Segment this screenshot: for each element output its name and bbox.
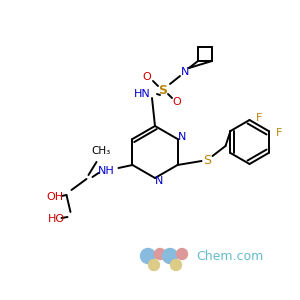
- Circle shape: [163, 248, 178, 263]
- Text: N: N: [155, 176, 163, 186]
- Circle shape: [140, 248, 155, 263]
- Text: N: N: [178, 132, 187, 142]
- Text: HN: HN: [134, 89, 150, 99]
- Text: NH: NH: [98, 166, 115, 176]
- Text: S: S: [203, 154, 211, 166]
- Text: S: S: [158, 83, 167, 97]
- Circle shape: [176, 248, 188, 260]
- Text: OH: OH: [46, 192, 63, 202]
- Text: Chem.com: Chem.com: [196, 250, 263, 263]
- Text: F: F: [256, 113, 263, 123]
- Circle shape: [154, 248, 166, 260]
- Text: N: N: [181, 67, 189, 77]
- Text: O: O: [142, 72, 152, 82]
- Text: HO: HO: [48, 214, 65, 224]
- Circle shape: [170, 260, 182, 271]
- Text: CH₃: CH₃: [92, 146, 111, 156]
- Circle shape: [148, 260, 160, 271]
- Text: O: O: [172, 97, 182, 107]
- Text: F: F: [275, 128, 282, 138]
